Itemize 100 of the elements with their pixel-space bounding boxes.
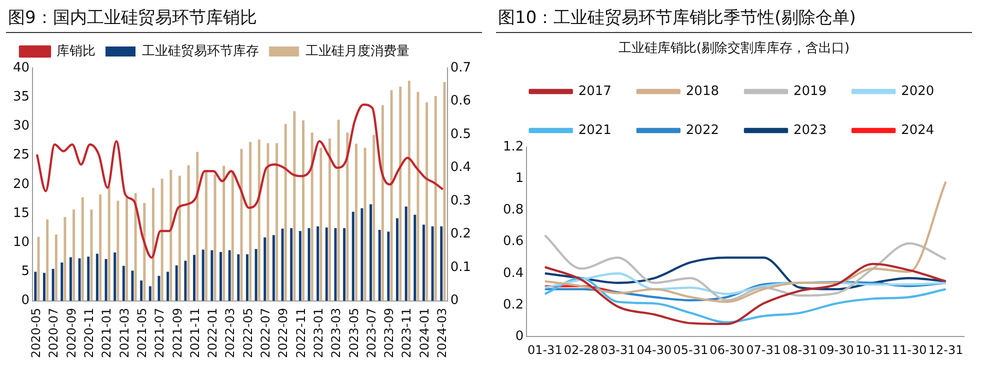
bar bbox=[272, 235, 275, 301]
line-series bbox=[544, 180, 947, 303]
bar bbox=[143, 203, 146, 301]
bar bbox=[354, 144, 358, 301]
bar bbox=[290, 228, 293, 301]
y2-tick-label: 0.6 bbox=[450, 94, 472, 109]
bar bbox=[266, 143, 270, 301]
x-tick-label: 2022-05 bbox=[240, 308, 255, 358]
bar bbox=[422, 224, 425, 301]
y2-tick-label: 0.2 bbox=[450, 226, 472, 242]
bar bbox=[249, 142, 252, 301]
y-tick-label: 0 bbox=[515, 328, 524, 344]
bar bbox=[152, 188, 154, 301]
y-tick-label: 1.2 bbox=[502, 139, 524, 154]
legend-label: 库销比 bbox=[56, 44, 96, 59]
line-series bbox=[544, 277, 947, 324]
bar bbox=[443, 82, 446, 301]
bar bbox=[228, 250, 231, 301]
x-tick-label: 2024-03 bbox=[435, 308, 450, 358]
legend-label: 2019 bbox=[794, 84, 827, 99]
x-tick-label: 07-31 bbox=[746, 342, 781, 357]
bar bbox=[328, 138, 331, 301]
x-tick-label: 2020-09 bbox=[64, 308, 78, 358]
x-tick-label: 05-31 bbox=[673, 342, 708, 357]
legend-label: 2017 bbox=[578, 84, 612, 99]
bar bbox=[434, 96, 437, 301]
x-tick-label: 10-31 bbox=[855, 342, 890, 357]
x-tick-label: 2021-01 bbox=[100, 308, 114, 358]
bar bbox=[114, 252, 116, 301]
bar bbox=[193, 254, 196, 301]
x-tick-label: 2023-09 bbox=[382, 308, 396, 358]
line-series bbox=[544, 234, 947, 302]
x-tick-label: 01-31 bbox=[527, 342, 562, 357]
x-tick-label: 2023-03 bbox=[329, 308, 344, 358]
bar bbox=[404, 206, 408, 301]
y2-tick-label: 0 bbox=[450, 293, 459, 308]
bar bbox=[184, 260, 187, 301]
bar bbox=[126, 196, 128, 301]
bar bbox=[96, 254, 98, 301]
bar bbox=[298, 231, 302, 301]
bar bbox=[46, 219, 49, 301]
bar bbox=[237, 254, 240, 301]
bar bbox=[364, 148, 366, 301]
legend-label: 2018 bbox=[686, 84, 720, 99]
x-tick-label: 2023-07 bbox=[364, 308, 378, 358]
y-tick-label: 30 bbox=[12, 118, 30, 134]
chart-title: 图10：工业硅贸易环节库销比季节性(剔除仓单) bbox=[496, 4, 972, 33]
bar bbox=[158, 276, 160, 301]
bar bbox=[399, 86, 402, 301]
y-tick-label: 0.4 bbox=[502, 266, 524, 281]
bar bbox=[99, 194, 102, 301]
bar bbox=[140, 280, 143, 301]
x-tick-label: 2020-11 bbox=[82, 308, 96, 358]
bar bbox=[202, 250, 204, 301]
x-tick-label: 2022-11 bbox=[294, 308, 308, 358]
chart-title: 图9：国内工业硅贸易环节库销比 bbox=[6, 4, 482, 33]
bar bbox=[246, 254, 248, 301]
bar bbox=[276, 143, 278, 301]
y-tick-label: 25 bbox=[12, 148, 30, 163]
bar bbox=[346, 132, 349, 301]
bar bbox=[337, 120, 340, 301]
y-tick-label: 20 bbox=[12, 176, 30, 192]
bar bbox=[204, 170, 208, 301]
bar bbox=[166, 272, 170, 301]
bar bbox=[372, 134, 376, 301]
x-tick-label: 09-30 bbox=[819, 342, 854, 357]
bar bbox=[381, 105, 384, 301]
x-tick-label: 12-31 bbox=[928, 342, 964, 357]
bar bbox=[293, 111, 296, 301]
x-tick-label: 2021-05 bbox=[134, 308, 149, 358]
line-series bbox=[36, 103, 444, 259]
bar bbox=[116, 200, 120, 301]
x-tick-label: 02-28 bbox=[564, 342, 599, 357]
bar bbox=[416, 92, 420, 301]
bar bbox=[310, 132, 314, 301]
bar bbox=[220, 252, 222, 301]
bar bbox=[231, 170, 234, 301]
x-tick-label: 2021-03 bbox=[117, 308, 132, 358]
line-series bbox=[544, 262, 947, 326]
legend-label: 2022 bbox=[686, 122, 720, 138]
bar bbox=[264, 237, 266, 301]
x-tick-label: 2020-07 bbox=[46, 308, 61, 358]
x-tick-label: 2023-11 bbox=[400, 308, 414, 358]
bar bbox=[78, 258, 81, 301]
x-tick-label: 11-30 bbox=[892, 342, 927, 357]
x-tick-label: 2021-11 bbox=[188, 308, 202, 358]
bar bbox=[87, 256, 90, 301]
y-tick-label: 0.2 bbox=[502, 297, 524, 312]
y2-tick-label: 0.5 bbox=[450, 126, 472, 142]
bar bbox=[378, 230, 381, 301]
bar bbox=[352, 212, 354, 301]
x-tick-label: 2021-07 bbox=[152, 308, 167, 358]
legend-label: 2020 bbox=[901, 84, 934, 99]
y-tick-label: 0.8 bbox=[502, 202, 524, 218]
legend-label: 工业硅贸易环节库存 bbox=[142, 44, 259, 59]
bar bbox=[187, 165, 190, 301]
bar bbox=[52, 268, 54, 301]
y-tick-label: 35 bbox=[12, 89, 30, 104]
bar bbox=[360, 208, 364, 301]
x-tick-label: 2023-05 bbox=[346, 308, 361, 358]
